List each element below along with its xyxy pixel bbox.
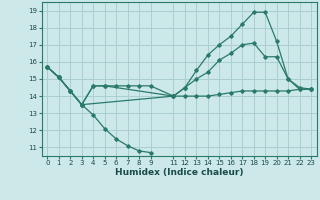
X-axis label: Humidex (Indice chaleur): Humidex (Indice chaleur) xyxy=(115,168,244,177)
